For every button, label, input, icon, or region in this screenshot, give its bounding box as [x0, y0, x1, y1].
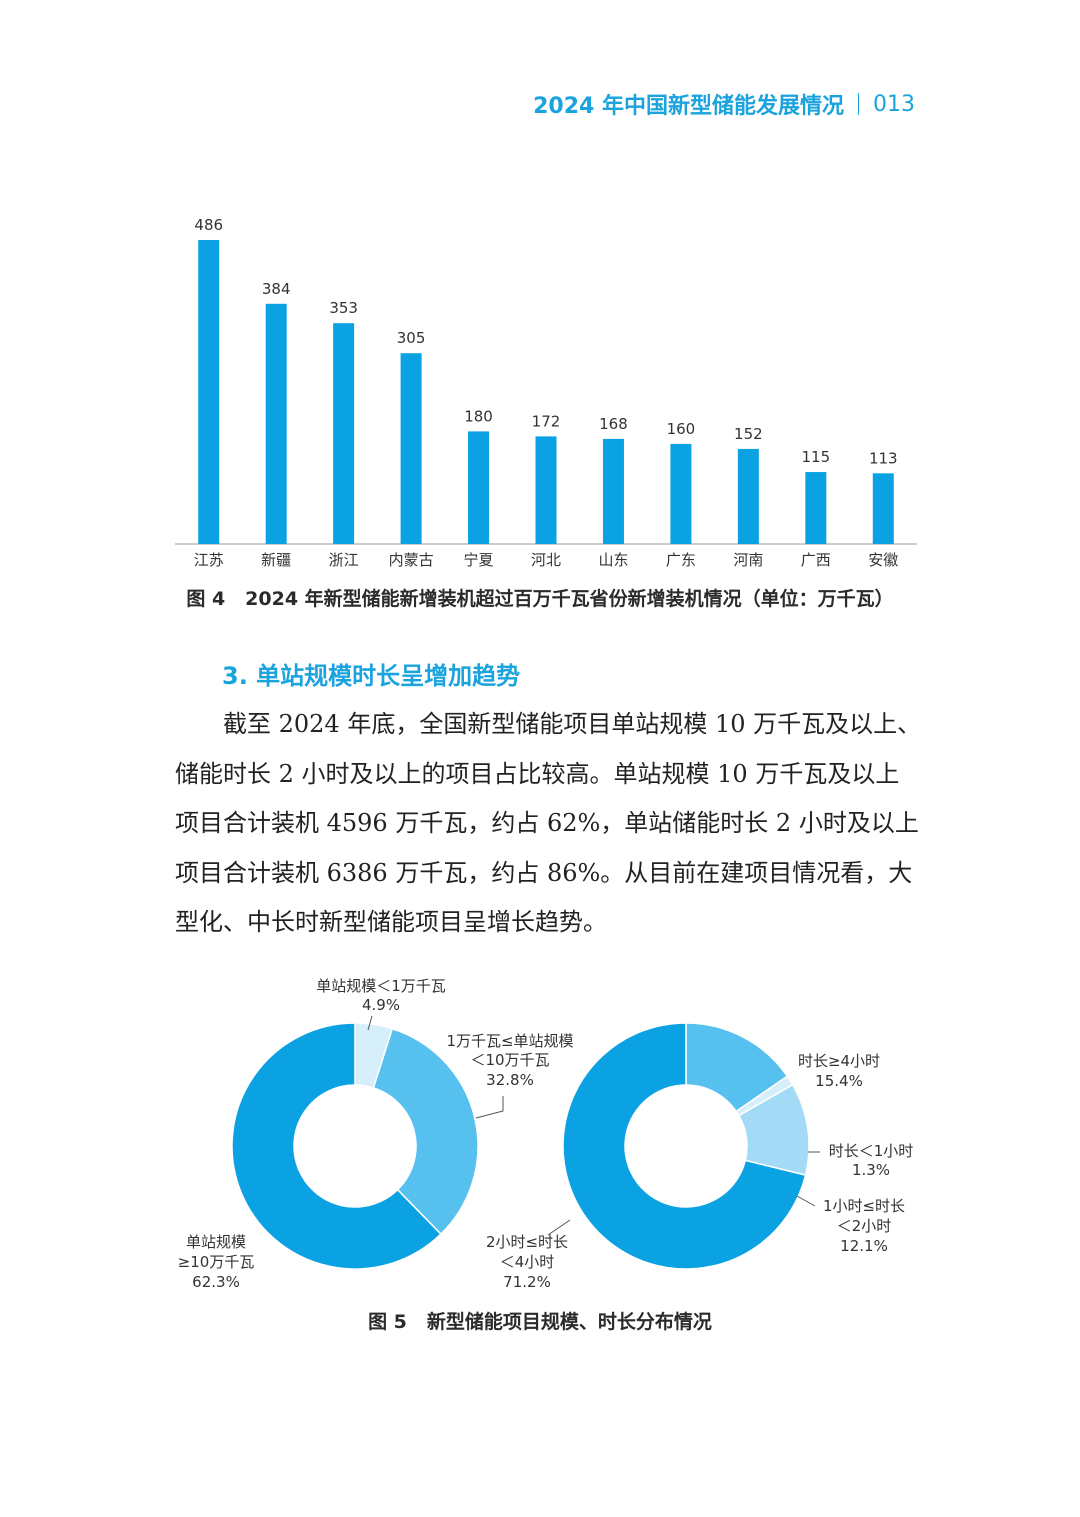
body-paragraph: 截至 2024 年底，全国新型储能项目单站规模 10 万千瓦及以上、 储能时长 … — [175, 700, 922, 948]
body-line: 储能时长 2 小时及以上的项目占比较高。单站规模 10 万千瓦及以上 — [175, 759, 900, 788]
label-dur-ge4-name: 时长≥4小时 — [798, 1052, 880, 1070]
label-scale-mid-pct: 32.8% — [486, 1071, 534, 1089]
figure4-title: 2024 年新型储能新增装机超过百万千瓦省份新增装机情况（单位：万千瓦） — [245, 588, 894, 610]
category-label: 新疆 — [261, 551, 291, 569]
bar — [535, 436, 557, 544]
figure4-caption: 图 4 2024 年新型储能新增装机超过百万千瓦省份新增装机情况（单位：万千瓦） — [0, 584, 1080, 611]
category-label: 河南 — [733, 551, 763, 569]
bar — [737, 448, 759, 544]
section-heading: 3. 单站规模时长呈增加趋势 — [222, 662, 521, 690]
bar — [602, 438, 624, 544]
bar — [670, 443, 692, 544]
bar — [333, 323, 355, 544]
label-scale-mid-name1: 1万千瓦≤单站规模 — [446, 1032, 573, 1050]
leader-line — [796, 1195, 816, 1207]
running-header: 2024 年中国新型储能发展情况 013 — [533, 88, 915, 120]
donut-slice — [372, 1027, 479, 1236]
label-scale-mid-name2: ＜10万千瓦 — [470, 1051, 549, 1069]
bar-value-label: 168 — [599, 415, 628, 433]
bar — [805, 472, 827, 544]
label-dur-ge4-pct: 15.4% — [815, 1072, 863, 1090]
bar — [872, 473, 894, 544]
label-scale-large-pct: 62.3% — [192, 1273, 240, 1291]
label-dur-lt1-pct: 1.3% — [852, 1161, 890, 1179]
bar — [400, 353, 422, 544]
body-line: 项目合计装机 4596 万千瓦，约占 62%，单站储能时长 2 小时及以上 — [175, 809, 919, 837]
label-scale-small-name: 单站规模＜1万千瓦 — [316, 977, 446, 995]
header-separator — [858, 93, 859, 115]
category-label: 浙江 — [329, 551, 359, 569]
figure4-number: 图 4 — [186, 588, 226, 610]
leader-line — [367, 1015, 373, 1031]
bar-value-label: 172 — [532, 412, 561, 430]
bar-value-label: 486 — [194, 216, 223, 234]
category-label: 山东 — [598, 551, 628, 569]
bar-chart: 486 江苏 384 新疆 353 浙江 305 内蒙古 180 宁夏 172 河北 168 山东 160 广… — [175, 216, 917, 569]
bar-value-label: 384 — [262, 280, 291, 298]
category-label: 安徽 — [868, 551, 898, 569]
category-label: 江苏 — [194, 551, 224, 569]
donut-duration-chart — [562, 1022, 810, 1270]
category-label: 宁夏 — [464, 551, 494, 569]
body-line: 项目合计装机 6386 万千瓦，约占 86%。从目前在建项目情况看，大 — [175, 858, 913, 887]
bar-value-label: 115 — [801, 448, 830, 466]
page-number: 013 — [873, 91, 915, 117]
figure5-caption: 图 5 新型储能项目规模、时长分布情况 — [0, 1307, 1080, 1334]
figure5-title: 新型储能项目规模、时长分布情况 — [426, 1311, 712, 1333]
bar-value-label: 353 — [329, 299, 358, 317]
body-line: 截至 2024 年底，全国新型储能项目单站规模 10 万千瓦及以上、 — [223, 710, 922, 738]
label-dur-1to2-name2: ＜2小时 — [837, 1217, 892, 1235]
label-dur-2to4-name2: ＜4小时 — [500, 1253, 555, 1271]
bar-value-label: 160 — [667, 420, 696, 438]
label-dur-2to4-name1: 2小时≤时长 — [486, 1233, 568, 1251]
label-dur-2to4-pct: 71.2% — [503, 1273, 551, 1291]
donut-scale-chart — [231, 1022, 479, 1270]
leader-line — [547, 1219, 571, 1236]
category-label: 内蒙古 — [389, 551, 434, 569]
figure5-number: 图 5 — [368, 1311, 407, 1333]
label-scale-small-pct: 4.9% — [362, 996, 400, 1014]
label-dur-lt1-name: 时长＜1小时 — [829, 1142, 914, 1160]
bar — [468, 431, 490, 544]
bar-value-label: 180 — [464, 407, 493, 425]
label-dur-1to2-name1: 1小时≤时长 — [823, 1197, 905, 1215]
donut-slice — [231, 1022, 442, 1270]
label-dur-1to2-pct: 12.1% — [840, 1237, 888, 1255]
label-scale-large-name1: 单站规模 — [186, 1233, 246, 1251]
header-title: 2024 年中国新型储能发展情况 — [533, 94, 844, 119]
bar — [265, 303, 287, 544]
donut-slice — [562, 1022, 807, 1270]
bar-value-label: 113 — [869, 449, 898, 467]
label-scale-large-name2: ≥10万千瓦 — [178, 1253, 255, 1271]
bar — [198, 240, 220, 544]
category-label: 广东 — [666, 551, 696, 569]
category-label: 河北 — [531, 551, 561, 569]
body-line: 型化、中长时新型储能项目呈增长趋势。 — [175, 908, 607, 936]
bar-value-label: 152 — [734, 425, 763, 443]
bar-value-label: 305 — [397, 329, 426, 347]
leader-line — [475, 1096, 504, 1119]
category-label: 广西 — [801, 551, 831, 569]
